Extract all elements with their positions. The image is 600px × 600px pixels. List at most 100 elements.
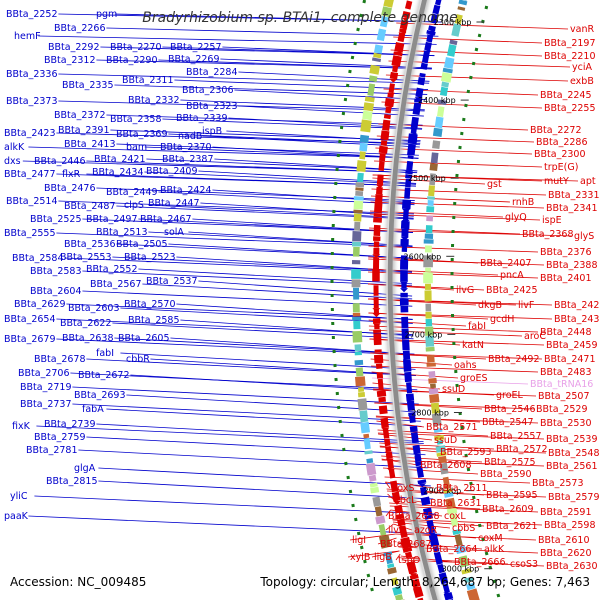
gene-label[interactable]: BBta_2585	[128, 315, 180, 326]
gene-label[interactable]: BBta_2678	[34, 354, 86, 365]
gene-label[interactable]: fabA	[82, 404, 104, 415]
gene-label[interactable]: BBta_2513	[96, 227, 148, 238]
gene-label[interactable]: alkK	[484, 544, 505, 555]
gene-label[interactable]: BBta_2311	[122, 75, 174, 86]
gene-label[interactable]: clpS	[124, 200, 144, 211]
gene-label[interactable]: BBta_2609	[482, 504, 534, 515]
gene-label[interactable]: BBta_2552	[86, 264, 138, 275]
gene-label[interactable]: BBta_2575	[484, 457, 536, 468]
gene-label[interactable]: BBta_2546	[484, 404, 536, 415]
gene-label[interactable]: BBta_2487	[64, 201, 116, 212]
gene-label[interactable]: BBta_2572	[496, 444, 548, 455]
gene-label[interactable]: trpE(G)	[544, 162, 578, 173]
gene-label[interactable]: alkK	[4, 142, 25, 153]
gene-label[interactable]: BBta_2423	[4, 128, 56, 139]
gene-label[interactable]: BBta_2547	[482, 417, 534, 428]
gene-label[interactable]: BBta_2272	[530, 125, 582, 136]
gene-label[interactable]: groEL	[496, 390, 524, 401]
gene-label[interactable]: BBta_2548	[548, 448, 600, 459]
gene-label[interactable]: BBta_2523	[124, 252, 176, 263]
gene-label[interactable]: BBta_2448	[540, 327, 592, 338]
gene-label[interactable]: BBta_2477	[4, 169, 56, 180]
gene-label[interactable]: BBta_2658	[388, 511, 440, 522]
gene-label[interactable]: BBta_2323	[186, 101, 238, 112]
gene-label[interactable]: BBta_2269	[168, 54, 220, 65]
gene-label[interactable]: cbbR	[126, 354, 150, 365]
gene-label[interactable]: BBta_2654	[4, 314, 56, 325]
gene-label[interactable]: exbB	[570, 76, 594, 87]
gene-label[interactable]: BBta_2590	[480, 469, 532, 480]
gene-label[interactable]: BBta_2300	[534, 149, 586, 160]
gene-label[interactable]: BBta_2459	[546, 340, 598, 351]
gene-label[interactable]: azoR	[414, 525, 438, 536]
gene-label[interactable]: BBta_2341	[546, 203, 598, 214]
gene-label[interactable]: BBta_2292	[48, 42, 100, 53]
gene-label[interactable]: coxS	[392, 483, 414, 494]
gene-label[interactable]: BBta_2331	[548, 190, 600, 201]
gene-label[interactable]: glgA	[74, 463, 96, 474]
gene-label[interactable]: BBta_2605	[118, 333, 170, 344]
gene-label[interactable]: flxR	[62, 169, 81, 180]
gene-label[interactable]: tspO	[398, 555, 420, 566]
gene-label[interactable]: coxL	[444, 511, 466, 522]
gene-label[interactable]: BBta_2610	[538, 535, 590, 546]
gene-label[interactable]: BBta_2387	[162, 154, 214, 165]
gene-label[interactable]: BBta_2447	[148, 198, 200, 209]
gene-label[interactable]: BBta_2567	[90, 279, 142, 290]
gene-label[interactable]: BBta_2553	[60, 252, 112, 263]
gene-label[interactable]: BBta_2584	[12, 253, 64, 264]
gene-label[interactable]: yciA	[572, 62, 592, 73]
gene-label[interactable]: BBta_2471	[544, 354, 596, 365]
gene-label[interactable]: BBta_2529	[536, 404, 588, 415]
gene-label[interactable]: BBta_2664	[426, 544, 478, 555]
gene-label[interactable]: groES	[460, 373, 488, 384]
gene-label[interactable]: BBta_2621	[486, 521, 538, 532]
gene-label[interactable]: BBta_2608	[420, 460, 472, 471]
gene-label[interactable]: csoS3	[510, 559, 538, 570]
gene-label[interactable]: BBta_2693	[74, 390, 126, 401]
gene-label[interactable]: ilvD	[388, 525, 406, 536]
gene-label[interactable]: BBta_2391	[58, 125, 110, 136]
gene-label[interactable]: BBta_2492	[488, 354, 540, 365]
gene-label[interactable]: BBta_2370	[160, 142, 212, 153]
gene-label[interactable]: ligI	[352, 535, 366, 546]
gene-label[interactable]: ispE	[542, 215, 562, 226]
gene-label[interactable]: BBta_2759	[34, 432, 86, 443]
gene-label[interactable]: BBta_2373	[6, 96, 58, 107]
gene-label[interactable]: xylB	[350, 552, 370, 563]
gene-label[interactable]: BBta_2270	[110, 42, 162, 53]
gene-label[interactable]: BBta_2571	[426, 422, 478, 433]
gene-label[interactable]: dxs	[4, 156, 21, 167]
gene-label[interactable]: BBta_2413	[64, 139, 116, 150]
gene-label[interactable]: mutY	[544, 176, 569, 187]
gene-label[interactable]: pncA	[500, 270, 524, 281]
gene-label[interactable]: hemF	[14, 31, 41, 42]
gene-label[interactable]: dkgB	[478, 300, 502, 311]
gene-label[interactable]: BBta_2358	[110, 114, 162, 125]
gene-label[interactable]: BBta_2290	[106, 55, 158, 66]
gene-label[interactable]: BBta_2530	[540, 418, 592, 429]
gene-label[interactable]: BBta_2505	[116, 239, 168, 250]
gene-label[interactable]: BBta_2631	[430, 498, 482, 509]
gene-label[interactable]: BBta_2476	[44, 183, 96, 194]
gene-label[interactable]: BBta_2372	[54, 110, 106, 121]
gene-label[interactable]: BBta_2629	[14, 299, 66, 310]
gene-label[interactable]: BBta_2332	[128, 95, 180, 106]
gene-label[interactable]: BBta_2737	[20, 399, 72, 410]
gene-label[interactable]: BBta_2536	[64, 239, 116, 250]
gene-label[interactable]: ssuD	[442, 384, 465, 395]
gene-label[interactable]: nadB	[178, 131, 202, 142]
gene-label[interactable]: oahs	[454, 360, 477, 371]
gene-label[interactable]: BBta_2630	[546, 561, 598, 572]
gene-label[interactable]: BBta_2407	[480, 258, 532, 269]
gene-label[interactable]: BBta_2335	[62, 80, 114, 91]
gene-label[interactable]: BBta_2467	[140, 214, 192, 225]
gene-label[interactable]: BBta_2446	[34, 156, 86, 167]
gene-label[interactable]: BBta_2666	[454, 557, 506, 568]
gene-label[interactable]: BBta_2426	[554, 300, 600, 311]
gene-label[interactable]: ilvG	[456, 285, 474, 296]
gene-label[interactable]: fabI	[96, 348, 114, 359]
gene-label[interactable]: ispB	[202, 126, 222, 137]
gene-label[interactable]: BBta_2579	[548, 492, 600, 503]
gene-label[interactable]: gcdH	[490, 314, 514, 325]
